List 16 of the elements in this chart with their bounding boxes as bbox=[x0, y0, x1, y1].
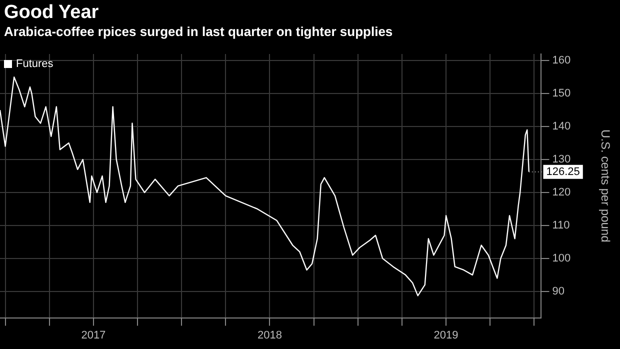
legend-label: Futures bbox=[16, 58, 54, 70]
chart-subtitle: Arabica-coffee rpices surged in last quarter on tighter supplies bbox=[4, 24, 393, 39]
chart-title: Good Year bbox=[4, 2, 99, 24]
y-tick-label: 140 bbox=[552, 120, 571, 133]
y-axis-title: U.S. cents per pound bbox=[598, 130, 612, 242]
y-tick-label: 130 bbox=[552, 154, 571, 166]
y-tick-label: 150 bbox=[552, 88, 571, 100]
y-tick-label: 120 bbox=[552, 186, 571, 199]
annotation: 126.25 bbox=[546, 166, 580, 178]
y-tick-label: 90 bbox=[552, 285, 564, 298]
y-tick-label: 110 bbox=[552, 220, 570, 232]
x-tick-label: 2017 bbox=[81, 329, 106, 342]
y-tick-label: 160 bbox=[552, 54, 571, 67]
x-tick-label: 2019 bbox=[434, 329, 458, 342]
y-tick-label: 100 bbox=[552, 252, 571, 264]
x-tick-label: 2018 bbox=[258, 329, 282, 342]
